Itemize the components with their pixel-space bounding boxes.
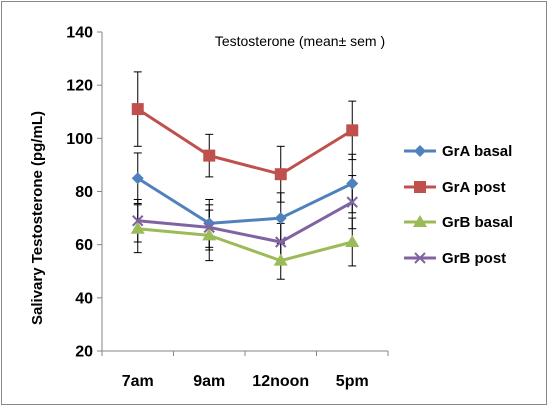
series-line-grb-basal (137, 227, 353, 263)
y-tick-label: 60 (75, 237, 93, 254)
data-point-gra-post (274, 168, 287, 181)
data-point-gra-basal (131, 172, 144, 185)
legend-marker (413, 215, 427, 227)
axes: 20 40 60 80 100 120 140 7am 9am 12noon 5pm (66, 25, 389, 390)
y-tick-label: 120 (66, 78, 93, 95)
y-tick-label: 20 (75, 344, 93, 361)
data-point-grb-post (346, 196, 358, 208)
marker-stroke (414, 252, 426, 264)
data-point-grb-post (203, 221, 215, 234)
y-tick-label: 80 (75, 184, 93, 201)
y-tick-label: 100 (66, 131, 93, 148)
x-tick-label: 7am (122, 373, 154, 390)
x-tick-label: 9am (193, 373, 225, 390)
marker-stroke (203, 221, 215, 234)
data-point-gra-post (203, 149, 216, 162)
marker-stroke (346, 196, 358, 208)
data-point-gra-basal (346, 177, 359, 190)
data-point-gra-basal (274, 212, 287, 225)
legend-marker (414, 181, 426, 193)
legend-label: GrA basal (442, 143, 512, 160)
series-line-gra-basal (136, 176, 353, 225)
y-axis-label: Salivary Testosterone (pg/mL) (29, 111, 46, 325)
legend-marker (414, 145, 426, 157)
series-line-grb-post (137, 200, 353, 244)
legend: GrA basal GrA post GrB basal GrB post (404, 143, 513, 267)
y-tick-label: 140 (66, 25, 93, 42)
marker-stroke (132, 215, 144, 227)
plot-area (130, 71, 360, 280)
series-line-gra-post (136, 107, 354, 176)
legend-label: GrB post (442, 250, 506, 267)
x-tick-label: 12noon (252, 373, 309, 390)
marker-stroke (275, 236, 287, 248)
data-point-grb-basal (202, 228, 217, 241)
legend-item-gra-basal: GrA basal (404, 143, 512, 160)
chart-title: Testosterone (mean± sem ) (215, 33, 385, 49)
data-point-grb-basal (273, 253, 288, 266)
y-tick-label: 40 (75, 290, 93, 307)
data-point-grb-post (275, 236, 287, 248)
legend-label: GrA post (442, 179, 506, 196)
data-point-grb-post (132, 215, 144, 227)
data-point-grb-basal (130, 221, 145, 234)
legend-item-grb-basal: GrB basal (404, 214, 513, 231)
legend-item-gra-post: GrA post (404, 179, 506, 196)
legend-label: GrB basal (442, 214, 513, 231)
legend-marker (414, 252, 426, 264)
legend-item-grb-post: GrB post (404, 250, 506, 267)
data-point-gra-post (131, 103, 144, 116)
x-tick-label: 5pm (336, 373, 369, 390)
data-point-grb-basal (345, 235, 360, 248)
data-point-gra-post (346, 124, 359, 137)
